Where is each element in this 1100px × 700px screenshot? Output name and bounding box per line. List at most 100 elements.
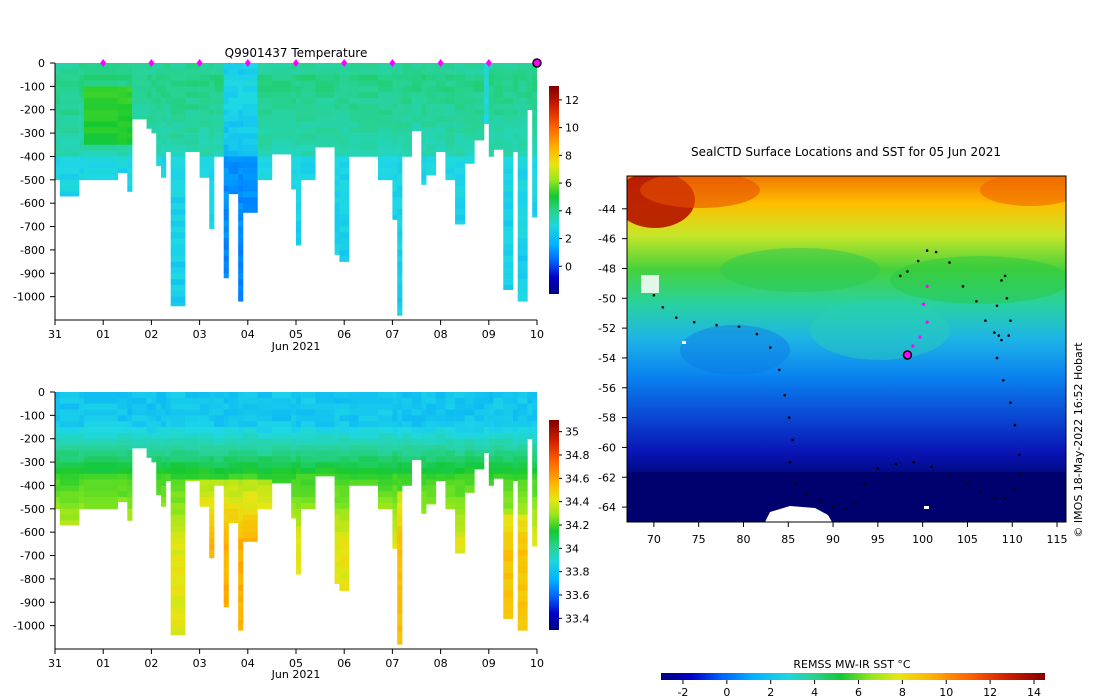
section-cell [271, 473, 292, 480]
section-cell [392, 397, 398, 404]
track-point [788, 461, 792, 464]
section-cell [238, 185, 244, 192]
section-cell [228, 68, 239, 75]
y-tick-label: -400 [20, 150, 45, 163]
track-point [854, 501, 857, 504]
section-cell [392, 543, 398, 549]
section-cell [161, 115, 167, 122]
section-cell [517, 392, 528, 399]
section-cell [397, 427, 403, 434]
section-cell [242, 473, 258, 480]
track-point [948, 472, 951, 476]
section-cell [503, 63, 514, 70]
section-cell [503, 249, 514, 257]
section-cell [132, 115, 147, 120]
section-cell [445, 479, 456, 486]
section-cell [146, 109, 152, 116]
section-cell [291, 109, 297, 116]
section-cell [421, 491, 427, 498]
sst-cold-patch [680, 325, 790, 375]
section-cell [185, 409, 200, 416]
section-cell [228, 462, 239, 469]
section-cell [300, 133, 316, 140]
section-cell [464, 462, 475, 469]
section-cell [532, 179, 537, 186]
section-cell [55, 491, 61, 498]
section-cell [170, 584, 186, 591]
section-cell [315, 121, 335, 128]
section-cell [117, 444, 128, 451]
section-cell [257, 450, 273, 457]
section-cell [185, 432, 200, 440]
section-cell [532, 543, 537, 547]
section-cell [238, 144, 244, 151]
section-cell [156, 397, 162, 404]
section-cell [397, 156, 403, 163]
section-cell [296, 573, 302, 575]
section-cell [165, 392, 171, 399]
section-cell [170, 409, 186, 416]
section-cell [291, 68, 297, 75]
section-cell [517, 543, 528, 551]
section-cell [55, 438, 61, 445]
section-cell [223, 255, 229, 262]
section-cell [503, 444, 514, 451]
section-cell [503, 232, 514, 239]
section-cell [339, 543, 350, 551]
section-cell [185, 438, 200, 445]
section-cell [151, 127, 157, 134]
section-cell [339, 156, 350, 163]
section-cell [483, 109, 490, 116]
section-cell [411, 392, 422, 399]
section-cell [517, 273, 528, 280]
section-cell [223, 273, 229, 279]
section-cell [411, 74, 422, 81]
section-cell [238, 514, 244, 521]
section-cell [209, 479, 215, 486]
section-cell [127, 74, 133, 81]
section-cell [532, 456, 537, 463]
section-cell [209, 162, 215, 169]
section-cell [493, 144, 504, 150]
section-cell [334, 578, 340, 584]
section-cell [228, 173, 239, 181]
sst-colorbar-tick-label: 12 [983, 686, 997, 699]
surface-marker [437, 59, 444, 67]
section-cell [238, 549, 244, 556]
section-cell [214, 479, 224, 486]
section-cell [402, 403, 412, 410]
section-cell [117, 63, 128, 70]
section-cell [474, 397, 485, 404]
section-cell [503, 415, 514, 422]
section-cell [170, 121, 186, 128]
section-cell [464, 403, 475, 410]
section-cell [503, 150, 514, 157]
section-cell [242, 63, 258, 70]
section-cell [445, 502, 456, 510]
section-cell [209, 462, 215, 469]
section-cell [223, 538, 229, 545]
section-cell [503, 214, 514, 222]
section-cell [503, 191, 514, 198]
section-cell [377, 74, 393, 81]
section-cell [426, 444, 437, 451]
section-cell [242, 421, 258, 428]
section-cell [79, 162, 85, 169]
section-cell [392, 185, 398, 192]
section-cell [334, 508, 340, 515]
section-cell [228, 392, 239, 399]
section-cell [377, 415, 393, 422]
section-cell [223, 473, 229, 480]
section-cell [397, 214, 403, 222]
section-cell [512, 432, 519, 440]
section-cell [127, 115, 133, 122]
section-cell [488, 427, 494, 434]
colorbar-tick-label: 33.8 [565, 566, 590, 579]
section-cell [238, 98, 244, 105]
section-cell [426, 403, 437, 410]
section-cell [238, 403, 244, 410]
section-cell [488, 467, 494, 475]
section-cell [238, 578, 244, 586]
section-cell [165, 109, 171, 116]
section-cell [132, 421, 147, 428]
